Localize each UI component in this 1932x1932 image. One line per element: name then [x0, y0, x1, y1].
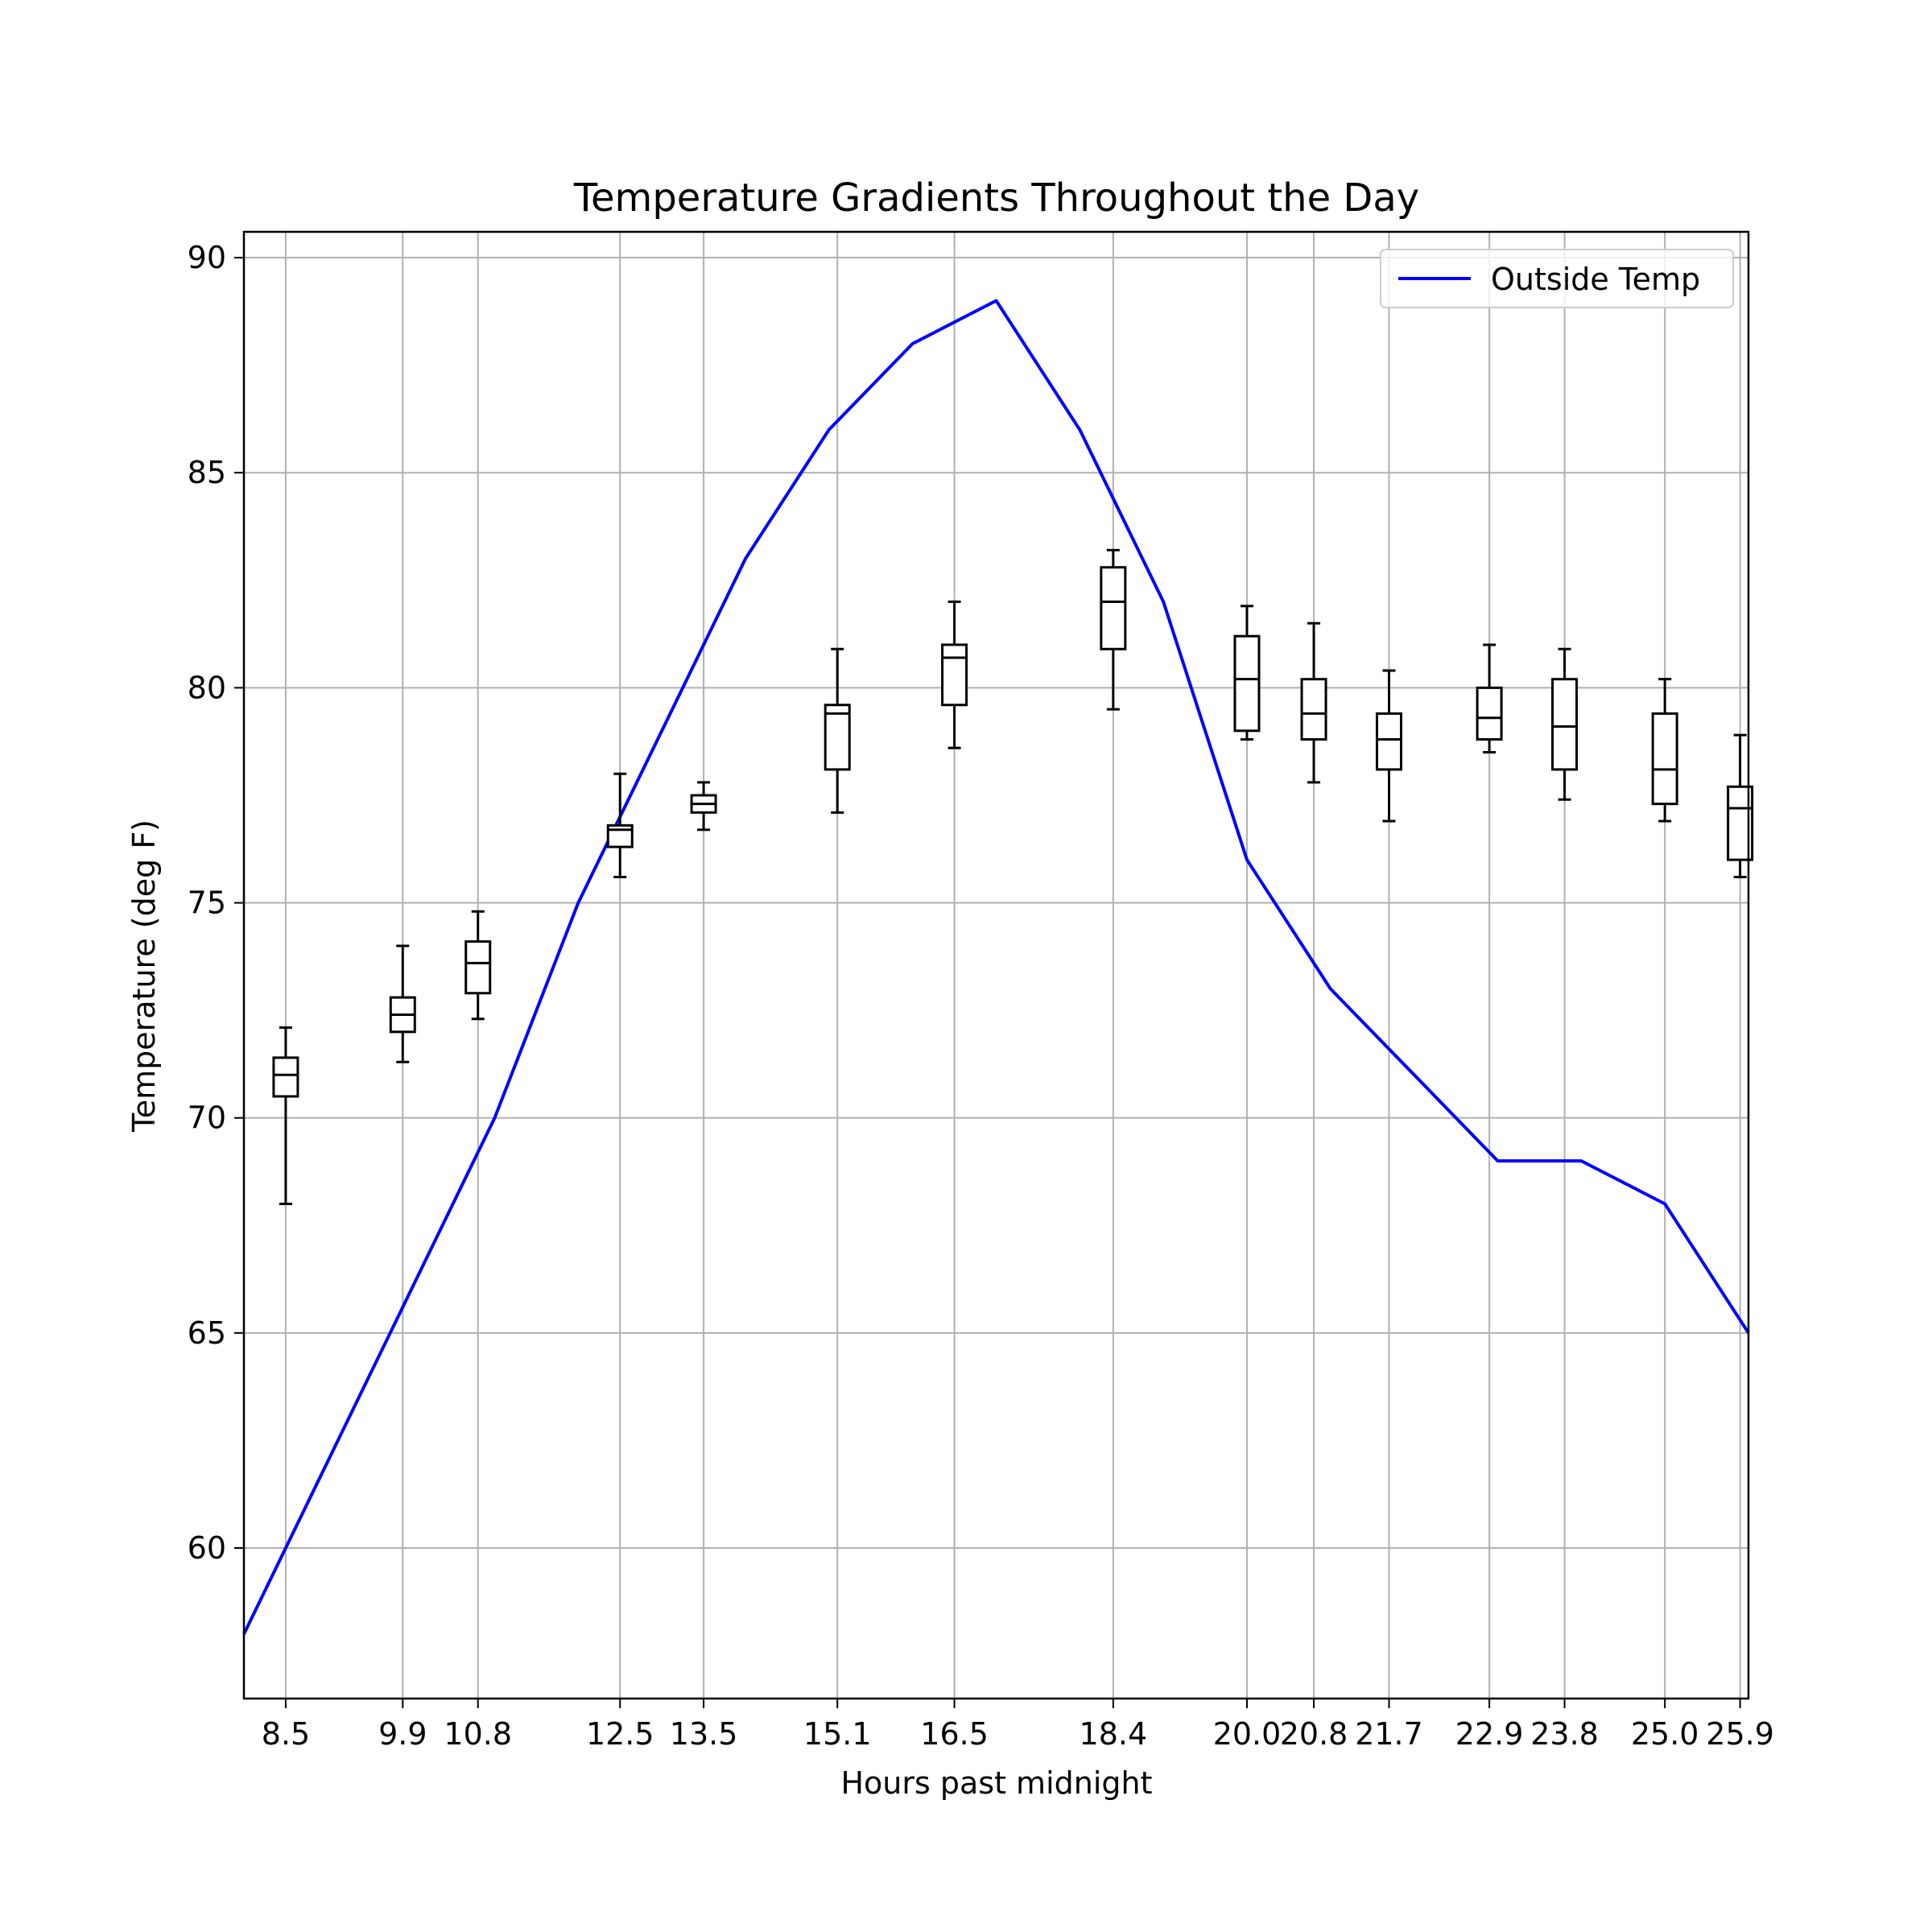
legend-label-outside-temp: Outside Temp: [1491, 262, 1700, 297]
box-plot: [1233, 605, 1261, 741]
y-tick-label: 75: [188, 886, 226, 921]
x-tick-label: 20.0: [1213, 1716, 1282, 1752]
x-axis-label: Hours past midnight: [840, 1765, 1152, 1801]
legend-frame: [1380, 249, 1734, 308]
box-body: [272, 1056, 299, 1098]
x-tick-label: 18.4: [1080, 1716, 1148, 1752]
box-plot: [690, 781, 717, 832]
x-tick-label: 20.8: [1280, 1716, 1348, 1752]
box-plot: [824, 647, 851, 814]
x-tick-label: 22.9: [1455, 1716, 1524, 1752]
x-tick-label: 13.5: [670, 1716, 738, 1752]
x-tick-label: 25.0: [1631, 1716, 1699, 1752]
x-tick-label: 21.7: [1355, 1716, 1423, 1752]
box-body: [1651, 712, 1678, 806]
series-layer: [242, 299, 1750, 1635]
box-body: [941, 643, 968, 707]
box-body: [1476, 686, 1503, 741]
y-tick-label: 60: [188, 1530, 226, 1566]
box-body: [1100, 566, 1127, 650]
legend: Outside Temp: [1380, 249, 1734, 308]
box-plot: [1476, 643, 1503, 754]
box-plot: [389, 944, 416, 1063]
y-tick-label: 90: [188, 240, 226, 275]
box-body: [1300, 678, 1327, 741]
tick-layer: 8.5 9.9 10.8 12.5 13.5 15.1 16.5 18.4 20.020.8 21…: [188, 240, 1774, 1752]
plot-frame: [242, 230, 1750, 1700]
box-plot: [464, 910, 492, 1021]
x-tick-label: 12.5: [586, 1716, 654, 1752]
box-plot: [1376, 669, 1403, 823]
y-tick-label: 80: [188, 670, 226, 705]
box-plot: [941, 601, 968, 749]
box-body: [464, 940, 492, 995]
series-line-outside-temp: [242, 299, 1750, 1635]
box-plot: [606, 772, 634, 878]
box-plot: [272, 1026, 299, 1206]
box-plot: [1651, 678, 1678, 823]
x-tick-label: 15.1: [803, 1716, 872, 1752]
x-tick-label: 16.5: [920, 1716, 989, 1752]
y-axis-label: Temperature (deg F): [126, 819, 162, 1133]
box-body: [824, 704, 851, 771]
box-body: [1233, 634, 1261, 733]
box-body: [1376, 712, 1403, 771]
chart-title: Temperature Gradients Throughout the Day: [573, 175, 1419, 221]
box-plot: [1300, 621, 1327, 784]
x-tick-label: 9.9: [378, 1716, 427, 1752]
x-tick-label: 8.5: [262, 1716, 310, 1752]
x-tick-label: 10.8: [444, 1716, 512, 1752]
y-tick-label: 65: [188, 1315, 226, 1351]
box-plot: [1551, 647, 1579, 801]
x-tick-label: 23.8: [1530, 1716, 1599, 1752]
y-tick-label: 70: [188, 1100, 226, 1136]
x-tick-label: 25.9: [1706, 1716, 1774, 1752]
box-plot: [1100, 548, 1127, 711]
box-body: [1551, 678, 1579, 771]
y-tick-label: 85: [188, 455, 226, 490]
